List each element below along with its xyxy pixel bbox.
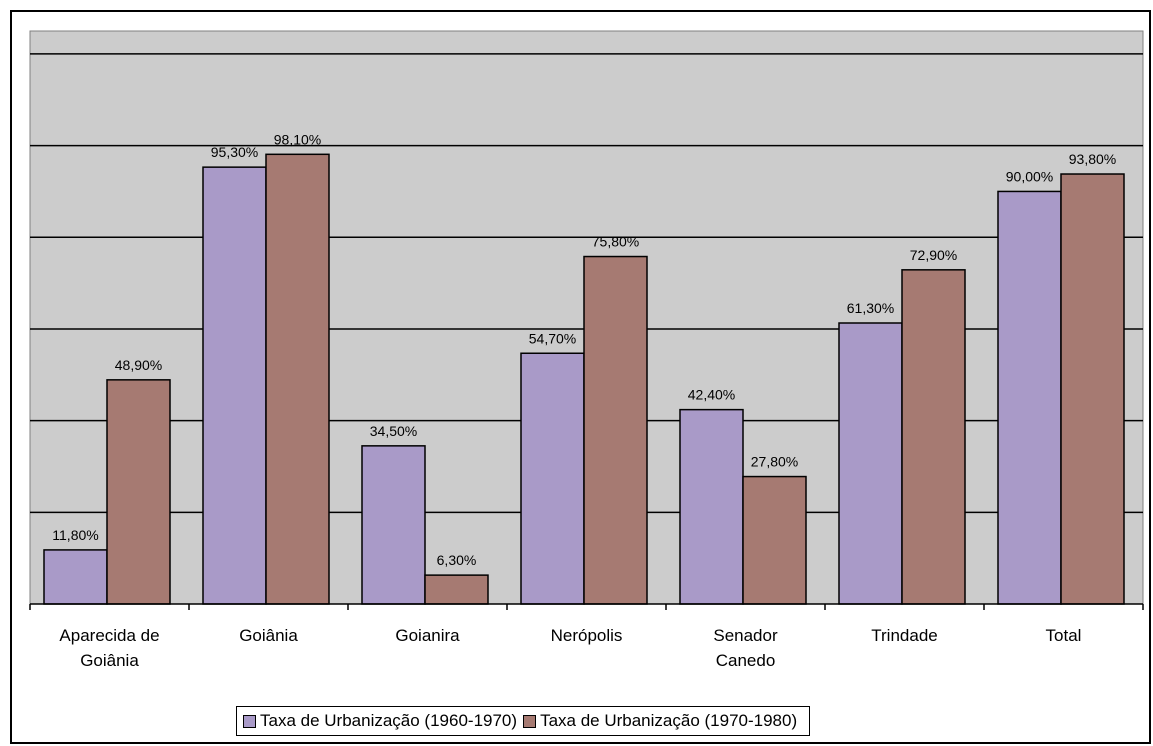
category-label-line: Nerópolis xyxy=(550,626,623,645)
data-label: 48,90% xyxy=(115,357,162,373)
category-label-line: Goiânia xyxy=(80,651,139,670)
category-label-line: Aparecida de xyxy=(59,626,160,645)
bar-series-1 xyxy=(679,408,744,605)
data-label: 98,10% xyxy=(274,131,321,147)
bar-series-2 xyxy=(742,475,807,605)
data-label: 93,80% xyxy=(1069,151,1116,167)
data-label: 34,50% xyxy=(370,423,417,439)
category-label: Goianira xyxy=(353,623,503,648)
legend-item-series-1: Taxa de Urbanização (1960-1970) xyxy=(243,711,517,731)
data-label: 54,70% xyxy=(529,330,576,346)
category-label: Goiânia xyxy=(194,623,344,648)
legend-item-series-2: Taxa de Urbanização (1970-1980) xyxy=(523,711,797,731)
bar-series-1 xyxy=(838,322,903,605)
data-label: 90,00% xyxy=(1006,168,1053,184)
category-label: Aparecida de Goiânia xyxy=(35,623,185,673)
data-label: 61,30% xyxy=(847,300,894,316)
data-label: 6,30% xyxy=(437,552,477,568)
bar-series-1 xyxy=(43,549,108,605)
category-label: Total xyxy=(989,623,1139,648)
category-label-line: Goianira xyxy=(395,626,460,645)
category-label-line: Trindade xyxy=(871,626,938,645)
bar-series-1 xyxy=(361,445,426,605)
category-label-line: Senador xyxy=(713,626,778,645)
legend-label-series-1: Taxa de Urbanização (1960-1970) xyxy=(260,711,518,730)
bar-series-2 xyxy=(901,269,966,605)
legend: Taxa de Urbanização (1960-1970) Taxa de … xyxy=(236,706,811,736)
data-label: 75,80% xyxy=(592,234,639,250)
bar-series-2 xyxy=(424,574,489,605)
bar-series-2 xyxy=(106,379,171,605)
legend-swatch-series-1 xyxy=(243,714,256,728)
bar-series-1 xyxy=(520,352,585,605)
category-label: Nerópolis xyxy=(512,623,662,648)
bar-series-1 xyxy=(202,166,267,605)
category-label-line: Canedo xyxy=(715,651,776,670)
data-label: 95,30% xyxy=(211,144,258,160)
data-label: 42,40% xyxy=(688,387,735,403)
category-label: Trindade xyxy=(830,623,980,648)
data-label: 27,80% xyxy=(751,454,798,470)
bar-series-2 xyxy=(1060,173,1125,605)
category-label-line: Total xyxy=(1045,626,1082,645)
data-label: 72,90% xyxy=(910,247,957,263)
legend-swatch-series-2 xyxy=(523,714,537,728)
data-label: 11,80% xyxy=(52,527,98,543)
legend-label-series-2: Taxa de Urbanização (1970-1980) xyxy=(540,711,798,730)
bar-series-2 xyxy=(583,255,648,605)
bar-series-2 xyxy=(265,153,330,605)
category-label: Senador Canedo xyxy=(671,623,821,673)
bar-series-1 xyxy=(997,190,1062,605)
category-label-line: Goiânia xyxy=(239,626,298,645)
